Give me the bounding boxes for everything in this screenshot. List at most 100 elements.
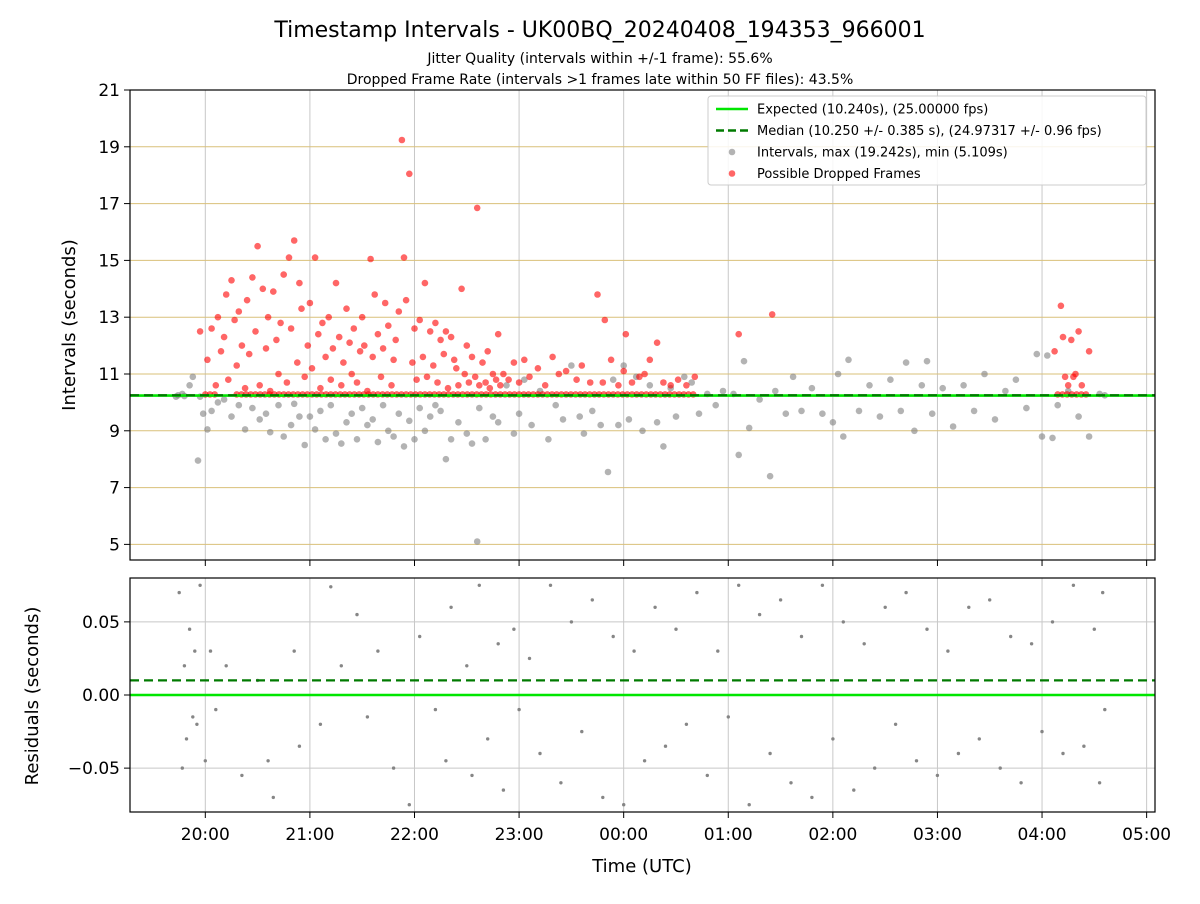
bottom-point [548, 583, 553, 587]
top-point [220, 333, 228, 341]
top-point [465, 379, 473, 386]
bottom-point [208, 649, 213, 653]
bottom-point [757, 612, 762, 617]
bottom-y-axis-label: Residuals (seconds) [22, 607, 43, 786]
top-point [358, 313, 366, 321]
top-point [231, 316, 238, 324]
top-point [482, 436, 489, 443]
top-point [515, 410, 523, 418]
top-point [653, 419, 661, 426]
top-point [447, 333, 455, 341]
top-y-tick-label: 13 [98, 308, 120, 328]
top-point [683, 382, 690, 389]
top-point [327, 376, 335, 384]
bottom-point [496, 642, 500, 646]
top-point [409, 359, 416, 366]
chart-title: Timestamp Intervals - UK00BQ_20240408_19… [273, 18, 925, 43]
bottom-point [663, 744, 668, 748]
top-point [196, 328, 204, 335]
top-point [325, 313, 333, 321]
bottom-point [407, 803, 411, 807]
bottom-x-tick-label: 20:00 [181, 825, 230, 845]
top-point [573, 376, 580, 384]
top-point [423, 373, 431, 381]
bottom-point [191, 715, 195, 719]
bottom-point [193, 649, 197, 653]
top-point [329, 345, 337, 352]
bottom-point [1103, 707, 1107, 712]
top-point [332, 430, 340, 437]
top-point [301, 373, 309, 381]
top-point [411, 436, 418, 443]
top-point [768, 311, 776, 318]
top-point [808, 384, 816, 392]
top-point [473, 204, 481, 212]
bottom-point [465, 664, 469, 668]
top-point [348, 370, 356, 378]
bottom-point [224, 664, 228, 668]
top-point [688, 379, 695, 386]
bottom-point [862, 642, 866, 646]
top-point [270, 288, 277, 295]
bottom-point [622, 803, 626, 807]
bottom-point [988, 598, 992, 602]
top-point [259, 285, 267, 293]
top-point [541, 382, 549, 389]
top-point [1085, 433, 1093, 440]
bottom-point [967, 605, 971, 609]
top-point [204, 426, 211, 433]
top-point [421, 279, 429, 287]
top-point [534, 365, 542, 372]
top-point [1078, 382, 1086, 389]
top-point [911, 427, 918, 435]
top-point [235, 401, 243, 409]
top-point [1002, 387, 1009, 395]
top-point [458, 285, 465, 293]
bottom-point [935, 773, 940, 778]
top-point [402, 296, 410, 304]
bottom-point [768, 751, 772, 756]
bottom-point [271, 795, 275, 800]
top-point [829, 419, 837, 426]
legend: Expected (10.240s), (25.00000 fps) Median… [707, 95, 1147, 186]
bottom-point [391, 766, 396, 770]
bottom-point [329, 585, 333, 589]
top-point [290, 237, 298, 244]
bottom-point [177, 590, 181, 595]
top-point [442, 328, 450, 335]
bottom-point [1050, 620, 1055, 624]
bottom-point [512, 627, 516, 631]
top-point [322, 436, 329, 443]
bottom-y-tick-label: −0.05 [68, 759, 120, 779]
top-point [476, 382, 483, 389]
bottom-point [601, 795, 605, 800]
bottom-point [517, 707, 521, 712]
bottom-y-tick-label: 0.00 [82, 686, 120, 706]
top-point [476, 404, 483, 412]
top-point [392, 336, 400, 344]
bottom-point [198, 583, 202, 587]
top-point [311, 426, 319, 433]
top-point [1068, 336, 1075, 344]
top-point [494, 419, 502, 426]
top-point [503, 382, 510, 389]
top-point [597, 421, 604, 429]
top-point [298, 305, 305, 313]
top-point [928, 410, 936, 418]
top-point [411, 325, 418, 332]
top-point [277, 319, 284, 327]
top-point [262, 410, 270, 418]
bottom-point [684, 722, 689, 726]
top-point [315, 330, 322, 338]
top-point [419, 353, 427, 361]
top-point [228, 413, 235, 420]
top-point [674, 376, 682, 384]
bottom-point [653, 605, 657, 609]
top-point [379, 345, 387, 352]
top-point [615, 421, 622, 429]
top-point [338, 440, 345, 447]
top-point [204, 356, 211, 364]
bottom-point [946, 649, 950, 653]
top-point [400, 254, 408, 261]
bottom-point [203, 759, 207, 763]
